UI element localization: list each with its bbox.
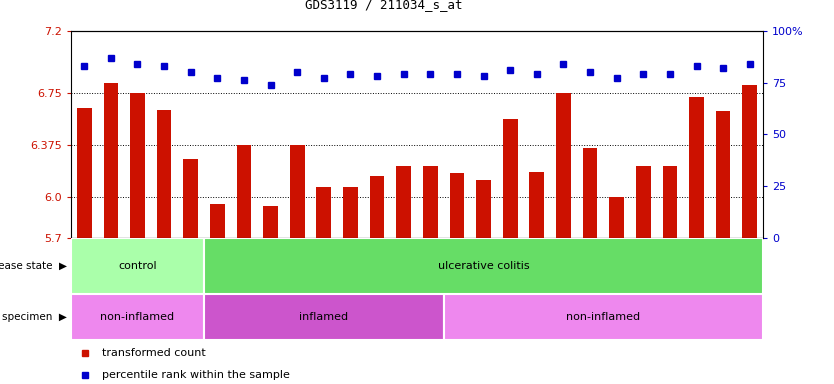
Bar [476,180,491,238]
Bar [77,108,92,238]
Bar [316,187,331,238]
Bar [183,159,198,238]
Bar [237,145,251,238]
Bar [530,172,544,238]
Bar [583,148,597,238]
Bar [423,166,438,238]
Bar [503,119,518,238]
Bar [157,109,172,238]
Bar [450,173,465,238]
Bar [130,93,145,238]
Bar [204,238,763,294]
Bar [71,294,204,340]
Bar [610,197,624,238]
Bar [210,204,224,238]
Bar [71,238,204,294]
Bar [742,84,757,238]
Bar [343,187,358,238]
Text: specimen  ▶: specimen ▶ [2,312,67,322]
Bar [689,97,704,238]
Bar [636,166,651,238]
Bar [103,83,118,238]
Bar [716,111,731,238]
Text: ulcerative colitis: ulcerative colitis [438,261,530,271]
Bar [264,206,278,238]
Text: non-inflamed: non-inflamed [566,312,641,322]
Text: transformed count: transformed count [102,348,206,358]
Text: control: control [118,261,157,271]
Text: percentile rank within the sample: percentile rank within the sample [102,370,290,380]
Text: non-inflamed: non-inflamed [100,312,174,322]
Bar [556,93,570,238]
Bar [369,176,384,238]
Text: inflamed: inflamed [299,312,349,322]
Bar [204,294,444,340]
Bar [396,166,411,238]
Bar [290,145,304,238]
Text: GDS3119 / 211034_s_at: GDS3119 / 211034_s_at [305,0,462,12]
Bar [444,294,763,340]
Text: disease state  ▶: disease state ▶ [0,261,67,271]
Bar [662,166,677,238]
